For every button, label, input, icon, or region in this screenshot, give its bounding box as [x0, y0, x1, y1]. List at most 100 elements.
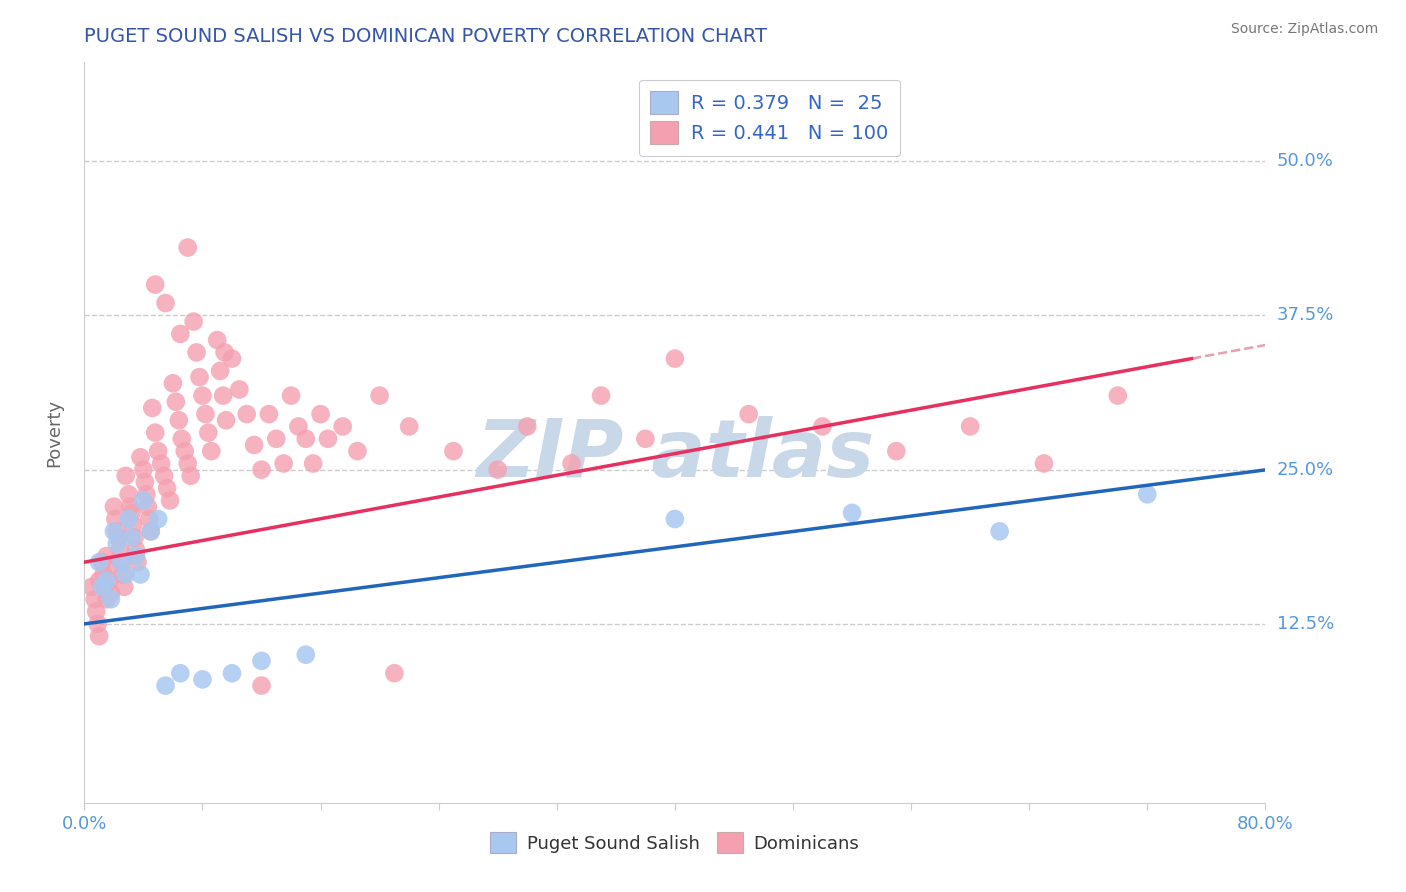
Point: [97, 561, 120, 575]
Point: [191, 673, 214, 687]
Point: [114, 567, 136, 582]
Point: [87, 555, 111, 569]
Point: [250, 654, 273, 668]
Point: [84, 605, 107, 619]
Point: [111, 567, 134, 582]
Point: [129, 567, 152, 582]
Point: [127, 555, 149, 569]
Point: [169, 666, 191, 681]
Y-axis label: Poverty: Poverty: [45, 399, 63, 467]
Point: [114, 468, 136, 483]
Point: [811, 419, 834, 434]
Point: [287, 419, 309, 434]
Point: [148, 444, 170, 458]
Point: [100, 586, 122, 600]
Point: [346, 444, 368, 458]
Point: [150, 457, 173, 471]
Point: [988, 524, 1011, 539]
Point: [243, 438, 266, 452]
Point: [103, 500, 125, 514]
Point: [136, 500, 159, 514]
Point: [221, 666, 243, 681]
Point: [118, 487, 141, 501]
Point: [516, 419, 538, 434]
Point: [108, 542, 131, 557]
Point: [212, 389, 235, 403]
Point: [186, 345, 208, 359]
Point: [98, 574, 121, 588]
Point: [120, 500, 142, 514]
Text: 50.0%: 50.0%: [1277, 153, 1333, 170]
Point: [96, 549, 118, 563]
Point: [124, 531, 146, 545]
Point: [159, 493, 181, 508]
Point: [107, 531, 129, 545]
Point: [169, 326, 191, 341]
Point: [139, 524, 162, 539]
Point: [236, 407, 259, 421]
Point: [125, 549, 148, 563]
Point: [382, 666, 406, 681]
Point: [100, 592, 122, 607]
Point: [86, 616, 108, 631]
Point: [1033, 457, 1056, 471]
Point: [959, 419, 981, 434]
Point: [177, 457, 200, 471]
Point: [197, 425, 219, 440]
Point: [125, 542, 148, 557]
Point: [191, 389, 214, 403]
Point: [94, 580, 117, 594]
Point: [221, 351, 243, 366]
Point: [1107, 389, 1129, 403]
Point: [105, 524, 128, 539]
Point: [121, 531, 143, 545]
Point: [183, 314, 205, 328]
Point: [129, 450, 152, 465]
Point: [250, 679, 273, 693]
Point: [266, 432, 288, 446]
Point: [110, 555, 132, 569]
Point: [368, 389, 391, 403]
Point: [591, 389, 613, 403]
Point: [104, 512, 127, 526]
Point: [105, 536, 128, 550]
Text: 25.0%: 25.0%: [1277, 460, 1334, 479]
Point: [167, 413, 190, 427]
Point: [138, 512, 160, 526]
Point: [443, 444, 465, 458]
Point: [209, 364, 232, 378]
Point: [112, 580, 135, 594]
Point: [257, 407, 280, 421]
Point: [155, 679, 177, 693]
Point: [332, 419, 354, 434]
Point: [156, 481, 179, 495]
Point: [738, 407, 761, 421]
Point: [177, 240, 200, 255]
Text: PUGET SOUND SALISH VS DOMINICAN POVERTY CORRELATION CHART: PUGET SOUND SALISH VS DOMINICAN POVERTY …: [84, 27, 768, 45]
Point: [214, 345, 236, 359]
Text: 12.5%: 12.5%: [1277, 615, 1334, 633]
Point: [295, 432, 318, 446]
Point: [162, 376, 184, 391]
Point: [316, 432, 339, 446]
Point: [173, 444, 195, 458]
Point: [153, 468, 176, 483]
Point: [143, 425, 166, 440]
Point: [118, 512, 141, 526]
Point: [93, 567, 115, 582]
Point: [180, 468, 202, 483]
Point: [664, 351, 686, 366]
Point: [132, 493, 155, 508]
Point: [134, 475, 156, 489]
Point: [83, 592, 105, 607]
Point: [143, 277, 166, 292]
Text: 37.5%: 37.5%: [1277, 306, 1334, 325]
Point: [91, 555, 114, 569]
Point: [103, 524, 125, 539]
Point: [87, 629, 111, 643]
Point: [87, 574, 111, 588]
Point: [194, 407, 217, 421]
Point: [841, 506, 863, 520]
Point: [188, 370, 211, 384]
Point: [165, 394, 187, 409]
